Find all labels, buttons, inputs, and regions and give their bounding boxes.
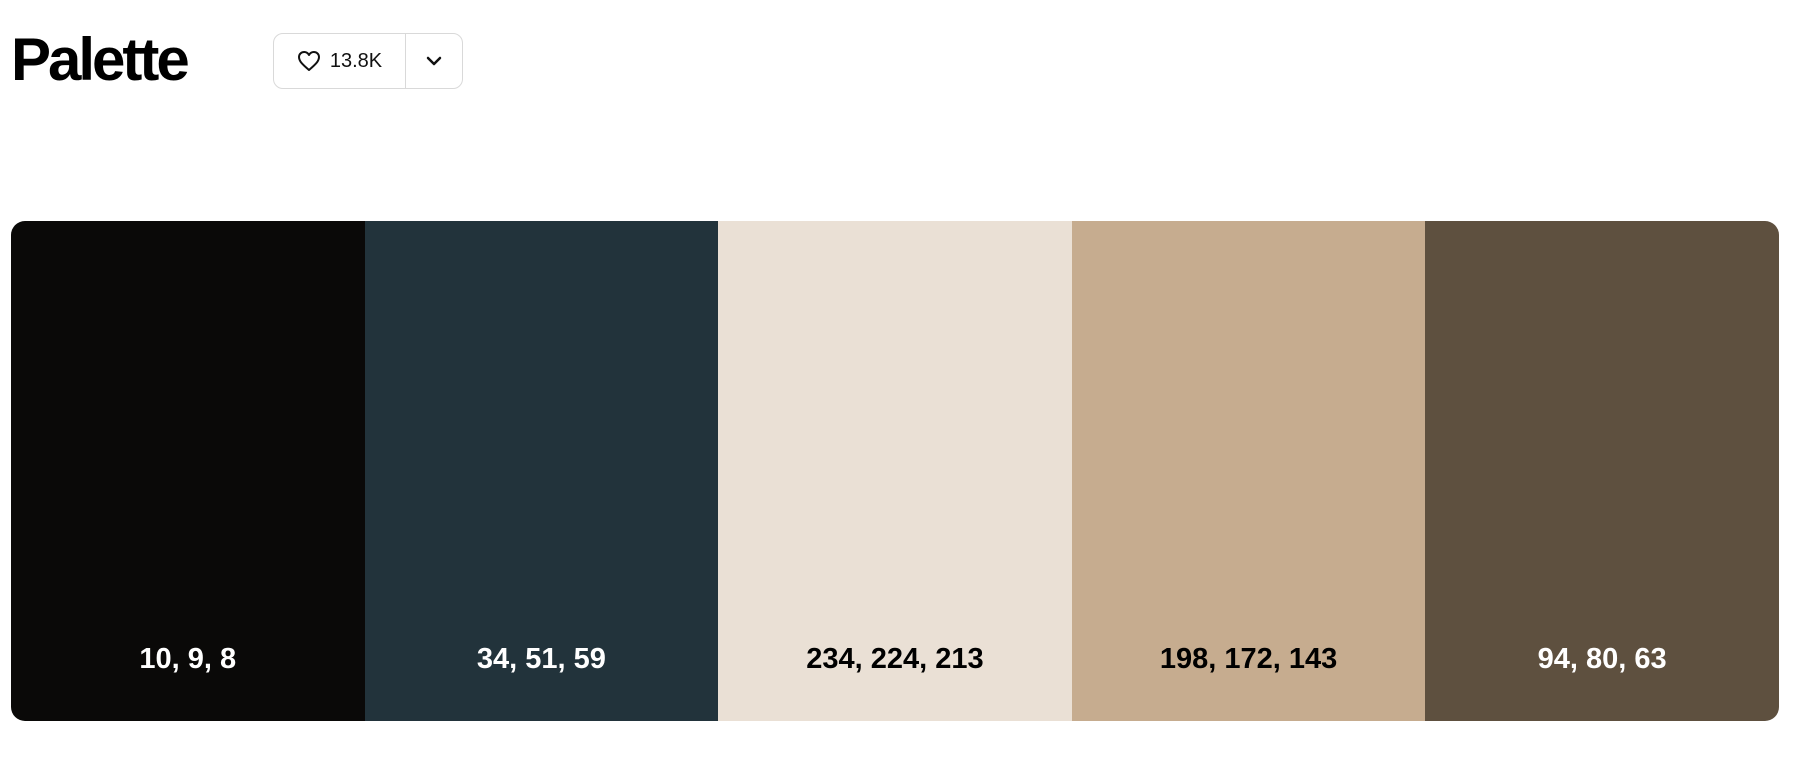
- color-swatch-2[interactable]: 34, 51, 59: [364, 221, 719, 721]
- color-value-label: 198, 172, 143: [1159, 643, 1338, 675]
- color-swatch-4[interactable]: 198, 172, 143: [1071, 221, 1426, 721]
- color-palette: 10, 9, 8 34, 51, 59 234, 224, 213 198, 1…: [11, 221, 1779, 721]
- more-options-button[interactable]: [406, 34, 462, 88]
- like-count: 13.8K: [329, 49, 383, 72]
- color-swatch-5[interactable]: 94, 80, 63: [1425, 221, 1779, 721]
- like-button-group: 13.8K: [273, 33, 463, 89]
- color-value-label: 234, 224, 213: [806, 643, 984, 675]
- color-swatch-3[interactable]: 234, 224, 213: [718, 221, 1072, 721]
- like-button[interactable]: 13.8K: [274, 34, 406, 88]
- color-value-label: 94, 80, 63: [1537, 643, 1667, 675]
- page-title: Palette: [11, 26, 190, 93]
- heart-icon: [297, 50, 321, 72]
- color-value-label: 10, 9, 8: [139, 643, 237, 675]
- color-value-label: 34, 51, 59: [476, 643, 606, 675]
- color-swatch-1[interactable]: 10, 9, 8: [11, 221, 365, 721]
- chevron-down-icon: [426, 56, 442, 66]
